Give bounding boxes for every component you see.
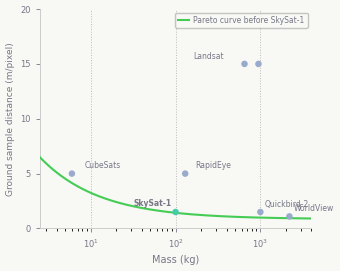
Pareto curve before SkySat-1 [260, 216, 265, 219]
Point [183, 172, 188, 176]
Point [173, 210, 178, 214]
X-axis label: Mass (kg): Mass (kg) [152, 256, 199, 265]
Point [242, 62, 247, 66]
Point [69, 172, 74, 176]
Point [256, 62, 261, 66]
Text: WorldView: WorldView [294, 204, 334, 213]
Pareto curve before SkySat-1 [38, 155, 42, 159]
Point [258, 210, 263, 214]
Pareto curve before SkySat-1 [167, 210, 171, 214]
Pareto curve before SkySat-1 [309, 217, 313, 220]
Pareto curve before SkySat-1 [168, 211, 172, 214]
Point [287, 214, 292, 219]
Y-axis label: Ground sample distance (m/pixel): Ground sample distance (m/pixel) [5, 42, 15, 196]
Text: RapidEye: RapidEye [195, 161, 231, 170]
Line: Pareto curve before SkySat-1: Pareto curve before SkySat-1 [40, 157, 311, 218]
Pareto curve before SkySat-1 [185, 212, 189, 215]
Legend: Pareto curve before SkySat-1: Pareto curve before SkySat-1 [175, 13, 308, 28]
Text: SkySat-1: SkySat-1 [133, 199, 171, 208]
Pareto curve before SkySat-1 [199, 214, 203, 217]
Text: CubeSats: CubeSats [85, 161, 121, 170]
Text: Quickbird-2: Quickbird-2 [265, 200, 309, 209]
Text: Landsat: Landsat [193, 51, 224, 61]
Pareto curve before SkySat-1 [303, 217, 307, 220]
